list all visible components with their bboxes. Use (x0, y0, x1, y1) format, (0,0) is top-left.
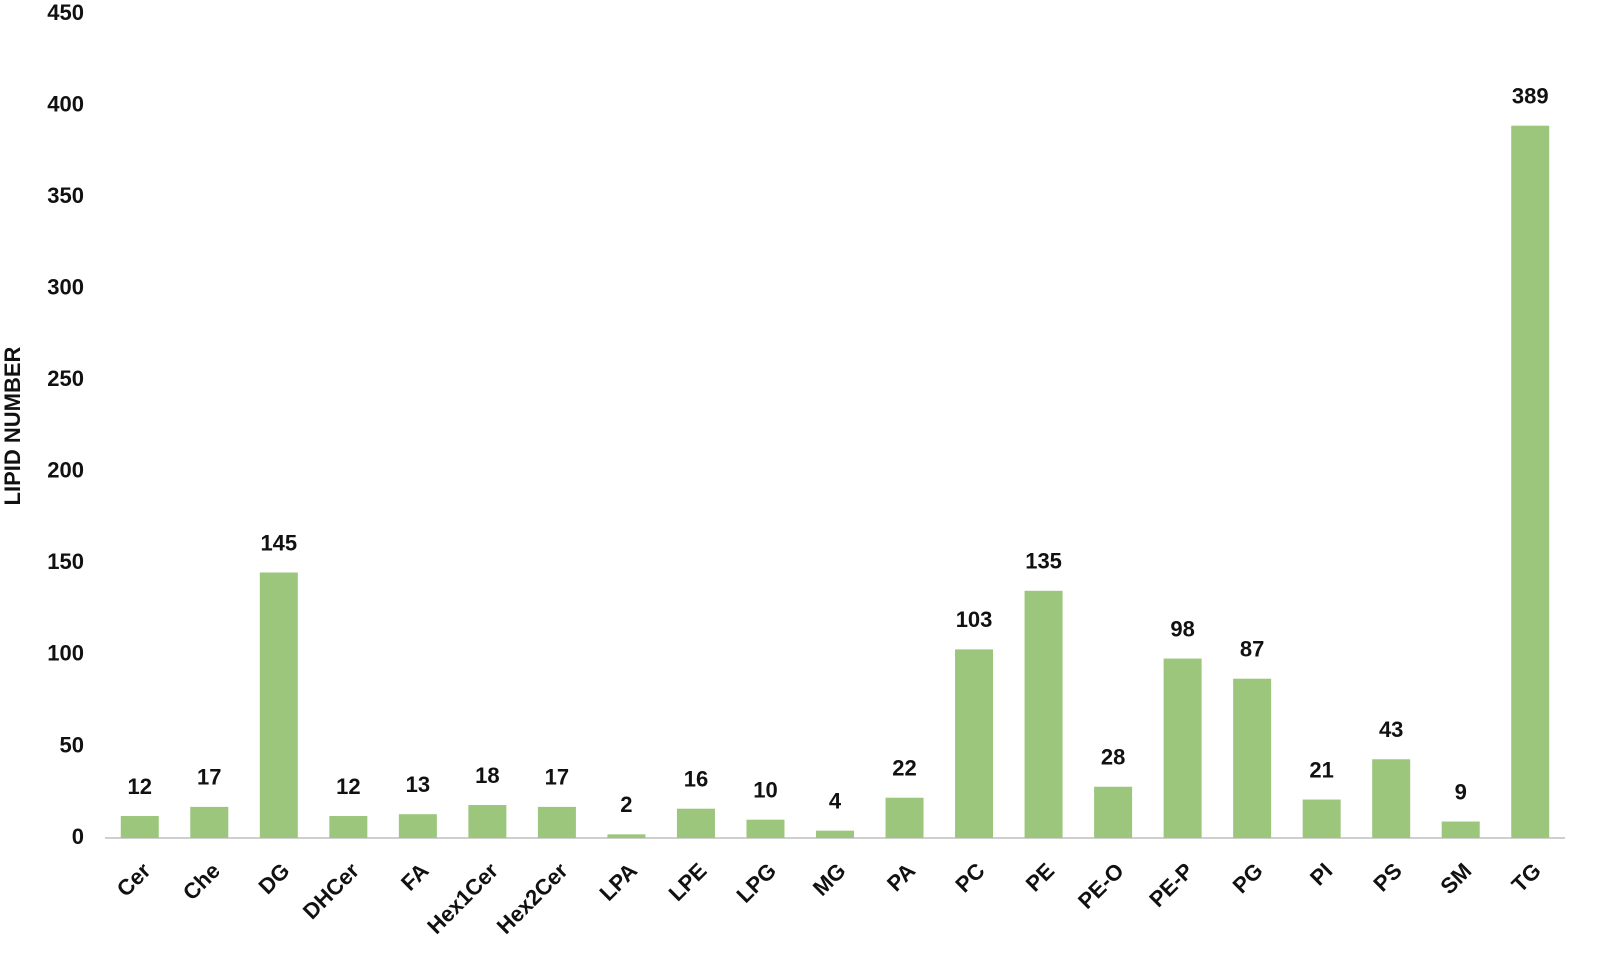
x-tick-label: PA (882, 858, 920, 896)
y-tick-label: 400 (47, 91, 84, 116)
bar (816, 830, 854, 838)
bar (1094, 786, 1133, 838)
bar (259, 572, 298, 838)
bar (190, 806, 229, 838)
bar (537, 806, 576, 838)
bar (329, 816, 368, 838)
x-tick-label: TG (1507, 858, 1546, 897)
x-tick-label: PE-O (1073, 858, 1129, 914)
data-label: 28 (1101, 745, 1125, 770)
x-tick-label: DG (253, 858, 294, 899)
y-tick-label: 450 (47, 0, 84, 25)
data-label: 145 (260, 530, 297, 555)
bar (955, 649, 994, 838)
data-label: 10 (753, 778, 777, 803)
data-label: 2 (620, 792, 632, 817)
y-tick-label: 350 (47, 183, 84, 208)
data-label: 43 (1379, 717, 1403, 742)
data-label: 4 (829, 788, 842, 813)
x-tick-label: FA (396, 858, 434, 896)
bar (1302, 799, 1341, 838)
bar (468, 805, 507, 838)
data-label: 18 (475, 763, 499, 788)
x-tick-label: DHCer (298, 858, 364, 924)
data-label: 17 (197, 765, 221, 790)
bar (1163, 658, 1202, 838)
data-label: 12 (336, 774, 360, 799)
x-tick-label: SM (1435, 858, 1476, 899)
data-label: 98 (1170, 616, 1194, 641)
data-label: 103 (956, 607, 993, 632)
data-label: 22 (892, 756, 916, 781)
bar (676, 808, 715, 838)
data-label: 87 (1240, 637, 1264, 662)
x-tick-label: PS (1368, 858, 1406, 896)
x-tick-label: LPA (594, 858, 642, 906)
y-tick-label: 50 (60, 732, 84, 757)
bar (120, 816, 159, 838)
bar (1441, 821, 1480, 838)
bar (1372, 759, 1411, 838)
x-tick-label: MG (808, 858, 851, 901)
x-tick-label: PI (1305, 858, 1337, 890)
data-label: 135 (1025, 549, 1062, 574)
x-tick-label: Che (178, 858, 225, 905)
bar (1511, 125, 1550, 839)
data-label: 12 (128, 774, 152, 799)
y-tick-label: 200 (47, 458, 84, 483)
data-label: 17 (545, 765, 569, 790)
bar (885, 797, 924, 838)
y-tick-label: 250 (47, 366, 84, 391)
data-label: 21 (1309, 757, 1333, 782)
data-label: 13 (406, 772, 430, 797)
bar (746, 819, 785, 838)
x-tick-label: PC (950, 858, 989, 897)
x-tick-label: Hex2Cer (492, 858, 573, 939)
x-tick-label: Hex1Cer (422, 858, 503, 939)
x-tick-label: LPE (664, 858, 712, 906)
data-label: 16 (684, 767, 708, 792)
y-tick-label: 0 (72, 824, 84, 849)
x-tick-label: PG (1228, 858, 1268, 898)
x-tick-label: PE-P (1144, 858, 1198, 912)
bar (1024, 590, 1063, 838)
data-label: 9 (1455, 779, 1467, 804)
y-tick-label: 150 (47, 549, 84, 574)
y-tick-label: 100 (47, 641, 84, 666)
x-tick-label: LPG (731, 858, 781, 908)
y-tick-label: 300 (47, 274, 84, 299)
bar (398, 814, 437, 838)
data-label: 389 (1512, 84, 1549, 109)
x-tick-label: Cer (112, 858, 156, 902)
bar (607, 834, 646, 838)
y-axis-label: LIPID NUMBER (0, 346, 25, 505)
bar (1233, 678, 1272, 838)
x-tick-label: PE (1021, 858, 1059, 896)
